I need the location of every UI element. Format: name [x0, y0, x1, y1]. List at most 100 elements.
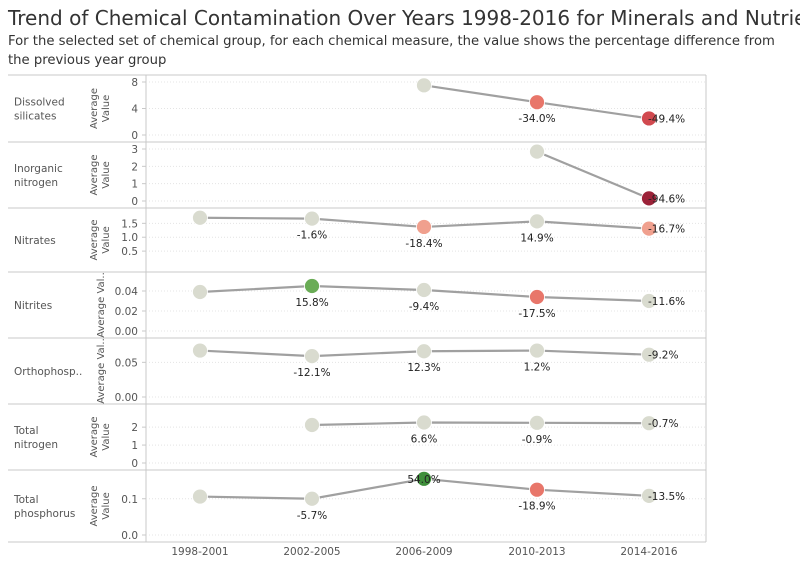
data-label: -16.7%: [648, 224, 685, 236]
tick-label: 0.04: [115, 286, 139, 298]
axis-title: Average: [89, 154, 100, 195]
tick-label: 0.5: [121, 246, 138, 258]
series-line: [536, 150, 650, 200]
data-label: 14.9%: [520, 232, 553, 244]
data-label: 15.8%: [295, 297, 328, 309]
data-point: [529, 143, 545, 160]
data-label: -13.5%: [648, 491, 685, 503]
data-point: [641, 190, 657, 207]
axis-title: Value: [101, 95, 112, 122]
data-label: -9.2%: [648, 350, 678, 362]
tick-label: 1.0: [121, 232, 138, 244]
data-point: [529, 414, 545, 431]
x-tick-label: 2002-2005: [283, 546, 340, 558]
row-2: Nitrates Average Value 1.5 1.0 0.5 -1.6% -18.4%…: [8, 209, 706, 273]
data-label: -34.0%: [518, 113, 555, 125]
x-tick-label: 2010-2013: [508, 546, 565, 558]
tick-label: 0.00: [115, 326, 138, 338]
data-point: [416, 77, 432, 94]
tick-label: 1.5: [121, 218, 138, 230]
chart-title: Trend of Chemical Contamination Over Yea…: [8, 6, 800, 30]
data-label: 6.6%: [411, 433, 438, 445]
tick-label: 0.00: [115, 392, 138, 404]
tick-label: 1: [131, 179, 138, 191]
row-1: Inorganic nitrogen Average Value 3 2 1 0 -94.6%: [8, 143, 706, 209]
data-point: [529, 94, 545, 111]
data-point: [416, 219, 432, 235]
data-label: -94.6%: [648, 193, 685, 205]
row-3: Nitrites Average Val.. 0.04 0.02 0.00 15.8% -9…: [8, 272, 706, 339]
tick-label: 4: [131, 104, 138, 116]
data-point: [641, 415, 657, 432]
tick-label: 0.02: [115, 306, 138, 318]
axis-title: Average: [89, 416, 100, 457]
row-label: Dissolved: [14, 97, 65, 109]
data-point: [529, 481, 545, 498]
data-label: 54.0%: [407, 474, 440, 486]
row-label: silicates: [14, 111, 56, 123]
axis-title: Average: [89, 485, 100, 526]
data-label: -18.4%: [405, 238, 442, 250]
row-4: Orthophosp.. Average Val.. 0.05 0.00 -12.1% 1…: [8, 338, 706, 405]
axis-title: Value: [101, 492, 112, 519]
tick-label: 8: [131, 77, 138, 89]
tick-label: 0: [131, 458, 138, 470]
row-label: nitrogen: [14, 439, 58, 451]
data-point: [416, 470, 432, 487]
data-point: [192, 488, 208, 505]
row-6: Total phosphorus Average Value 0.1 0.0 -5.7% 54…: [8, 470, 706, 543]
data-point: [641, 110, 657, 127]
row-label: Nitrates: [14, 235, 56, 247]
tick-label: 3: [131, 144, 138, 156]
data-point: [641, 220, 657, 237]
series-line: [311, 421, 650, 427]
data-point: [192, 209, 208, 226]
data-label: -17.5%: [518, 308, 555, 320]
data-point: [641, 346, 657, 363]
axis-title: Average: [89, 88, 100, 129]
data-point: [641, 487, 657, 504]
data-point: [416, 282, 432, 298]
data-point: [192, 342, 208, 359]
row-label: Orthophosp..: [14, 366, 82, 378]
data-label: -18.9%: [518, 501, 555, 513]
data-point: [529, 213, 545, 230]
data-label: -0.9%: [522, 434, 552, 446]
tick-label: 2: [131, 422, 138, 434]
tick-label: 0: [131, 130, 138, 142]
chart-subtitle: For the selected set of chemical group, …: [8, 34, 775, 68]
row-5: Total nitrogen Average Value 2 1 0 6.6% -0.9% -0.…: [8, 414, 706, 471]
data-point: [529, 342, 545, 359]
data-label: 12.3%: [407, 362, 440, 374]
axis-title: Average Val..: [96, 272, 107, 338]
data-label: -0.7%: [648, 418, 678, 430]
data-label: -49.4%: [648, 113, 685, 125]
tick-label: 2: [131, 161, 138, 173]
data-point: [304, 278, 320, 294]
data-point: [304, 210, 320, 227]
tick-label: 0.05: [115, 357, 138, 369]
data-label: -1.6%: [297, 230, 327, 242]
x-tick-label: 2006-2009: [395, 546, 452, 558]
data-point: [304, 348, 320, 364]
x-tick-label: 2014-2016: [620, 546, 678, 558]
axis-title: Average: [89, 219, 100, 260]
data-label: 1.2%: [524, 362, 551, 374]
data-label: -9.4%: [409, 301, 439, 313]
row-label: Nitrites: [14, 300, 52, 312]
tick-label: 0.0: [121, 530, 138, 542]
data-point: [304, 490, 320, 507]
data-point: [304, 417, 320, 433]
axis-title: Value: [101, 226, 112, 253]
axis-title: Value: [101, 423, 112, 450]
data-point: [416, 414, 432, 431]
row-label: phosphorus: [14, 508, 75, 520]
data-point: [641, 293, 657, 309]
tick-label: 0: [131, 196, 138, 208]
row-label: Inorganic: [14, 163, 63, 175]
data-label: -5.7%: [297, 510, 327, 522]
tick-label: 0.1: [121, 494, 138, 506]
row-label: Total: [13, 494, 39, 506]
data-label: -12.1%: [293, 367, 330, 379]
